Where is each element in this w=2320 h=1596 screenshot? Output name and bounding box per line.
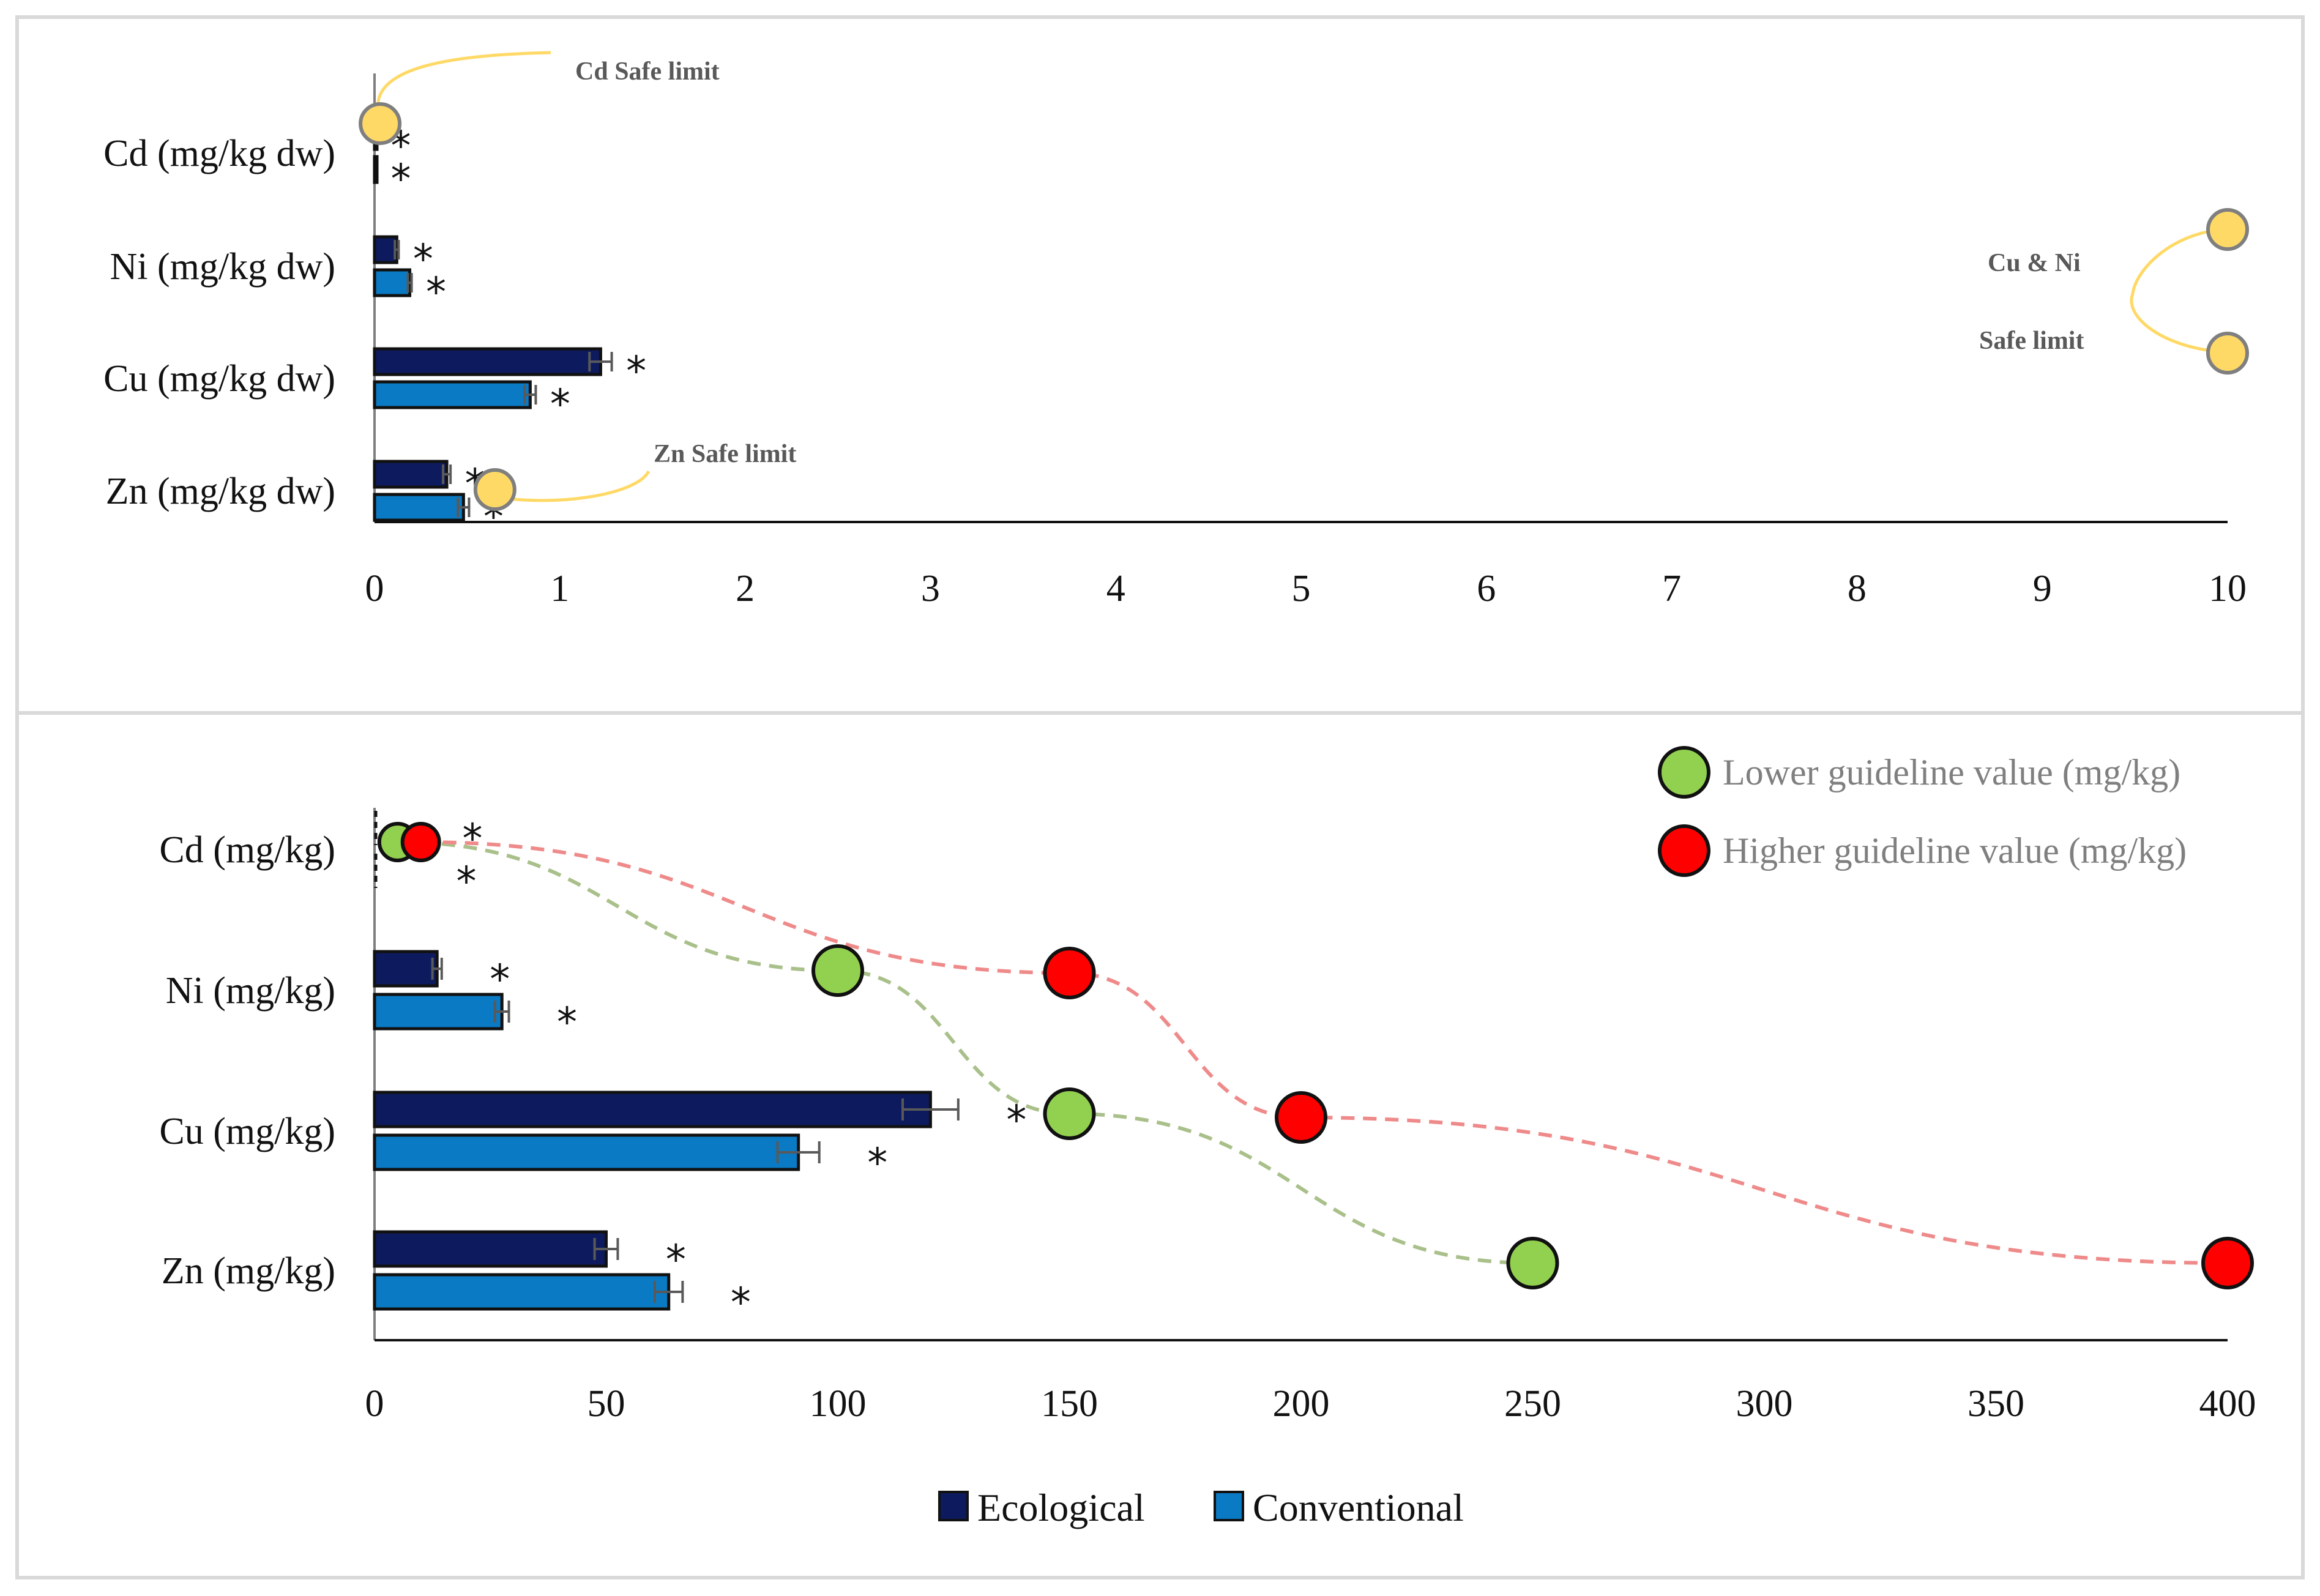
top-bar-conventional-ni xyxy=(373,268,412,297)
bottom-category-label-zn: Zn (mg/kg) xyxy=(162,1250,335,1292)
bottom-significance-conventional-zn: * xyxy=(731,1279,751,1326)
top-significance-conventional-cu: * xyxy=(550,381,570,428)
bottom-x-tick-250: 250 xyxy=(1504,1383,1561,1425)
top-bar-ecological-ni xyxy=(373,235,398,264)
bottom-bar-ecological-cu xyxy=(373,1091,932,1128)
top-x-tick-7: 7 xyxy=(1662,568,1681,610)
top-x-tick-9: 9 xyxy=(2033,568,2052,610)
bottom-significance-ecological-cu: * xyxy=(1006,1097,1026,1144)
legend-conventional-swatch xyxy=(1214,1491,1244,1521)
bottom-significance-conventional-cd: * xyxy=(457,858,477,905)
top-x-tick-3: 3 xyxy=(921,568,940,610)
bottom-significance-ecological-cd: * xyxy=(463,815,483,862)
top-x-tick-4: 4 xyxy=(1106,568,1125,610)
bottom-x-tick-300: 300 xyxy=(1736,1383,1793,1425)
top-x-tick-6: 6 xyxy=(1477,568,1496,610)
bottom-x-tick-350: 350 xyxy=(1968,1383,2024,1425)
top-bar-ecological-zn xyxy=(373,460,449,489)
top-category-label-cu: Cu (mg/kg dw) xyxy=(103,358,335,400)
higher-guideline-marker-cu xyxy=(1275,1091,1327,1144)
lower-guideline-marker-cu xyxy=(1043,1087,1096,1140)
top-x-tick-8: 8 xyxy=(1848,568,1867,610)
cd-safe-limit-curve xyxy=(376,51,551,117)
zn-safe-limit-label: Zn Safe limit xyxy=(654,440,796,468)
top-significance-conventional-ni: * xyxy=(426,269,446,316)
top-significance-conventional-cd: * xyxy=(391,155,411,203)
cu-safe-limit-marker xyxy=(2206,332,2249,375)
top-bar-ecological-cu xyxy=(373,347,602,376)
top-x-tick-5: 5 xyxy=(1292,568,1311,610)
cd-safe-limit-marker xyxy=(359,102,402,145)
ni-safe-limit-marker xyxy=(2206,208,2249,251)
lower-guideline-legend-marker xyxy=(1658,746,1710,799)
lower-guideline-curve xyxy=(397,840,1533,1265)
bottom-category-label-cd: Cd (mg/kg) xyxy=(159,829,335,871)
bottom-x-tick-400: 400 xyxy=(2199,1383,2256,1425)
legend-ecological-label: Ecological xyxy=(977,1486,1145,1529)
lower-guideline-marker-zn xyxy=(1506,1237,1559,1289)
top-x-tick-2: 2 xyxy=(736,568,755,610)
top-significance-ecological-ni: * xyxy=(413,236,433,283)
top-chart: Cd (mg/kg dw) Ni (mg/kg dw) Cu (mg/kg dw) Z… xyxy=(103,51,2249,610)
bottom-x-tick-200: 200 xyxy=(1273,1383,1330,1425)
bottom-bar-conventional-ni xyxy=(373,993,504,1031)
bottom-x-tick-150: 150 xyxy=(1041,1383,1098,1425)
legend-ecological-swatch xyxy=(938,1491,969,1521)
bottom-category-label-cu: Cu (mg/kg) xyxy=(159,1111,335,1152)
higher-guideline-marker-cd xyxy=(400,822,441,862)
bottom-chart: Cd (mg/kg) Ni (mg/kg) Cu (mg/kg) Zn (mg/kg)… xyxy=(159,746,2256,1529)
cu-ni-safe-limit-label-line2: Safe limit xyxy=(1979,327,2084,355)
cu-ni-safe-limit-curve xyxy=(2130,228,2225,354)
top-category-label-cd: Cd (mg/kg dw) xyxy=(103,133,335,174)
lower-guideline-legend-label: Lower guideline value (mg/kg) xyxy=(1723,752,2180,792)
zn-safe-limit-marker xyxy=(473,468,517,511)
bottom-significance-conventional-cu: * xyxy=(867,1139,887,1187)
bottom-bar-ecological-ni xyxy=(373,950,439,988)
top-category-label-ni: Ni (mg/kg dw) xyxy=(110,246,335,288)
bottom-x-tick-0: 0 xyxy=(365,1383,384,1425)
cu-ni-safe-limit-label-line1: Cu & Ni xyxy=(1988,249,2081,277)
higher-guideline-legend-label: Higher guideline value (mg/kg) xyxy=(1723,830,2187,871)
cd-safe-limit-label: Cd Safe limit xyxy=(575,58,720,86)
higher-guideline-legend-marker xyxy=(1658,824,1710,877)
top-x-tick-1: 1 xyxy=(550,568,569,610)
top-bar-conventional-cd xyxy=(373,155,379,184)
bottom-significance-conventional-ni: * xyxy=(557,999,577,1046)
bottom-x-tick-100: 100 xyxy=(810,1383,867,1425)
bottom-bar-conventional-zn xyxy=(373,1273,671,1311)
lower-guideline-marker-ni xyxy=(811,944,864,997)
top-bar-conventional-cu xyxy=(373,380,532,409)
higher-guideline-marker-ni xyxy=(1043,947,1096,999)
top-category-label-zn: Zn (mg/kg dw) xyxy=(106,471,335,512)
bottom-bar-ecological-zn xyxy=(373,1230,608,1268)
bottom-category-label-ni: Ni (mg/kg) xyxy=(166,970,335,1012)
top-x-tick-0: 0 xyxy=(365,568,384,610)
legend-conventional-label: Conventional xyxy=(1253,1486,1464,1529)
top-bar-conventional-zn xyxy=(373,493,465,522)
top-significance-ecological-cu: * xyxy=(626,348,646,395)
top-x-tick-10: 10 xyxy=(2209,568,2247,610)
bottom-x-tick-50: 50 xyxy=(587,1383,625,1425)
guideline-legend: Lower guideline value (mg/kg) Higher gui… xyxy=(1658,746,2187,877)
series-legend: Ecological Conventional xyxy=(938,1486,1464,1529)
higher-guideline-marker-zn xyxy=(2201,1237,2254,1289)
higher-guideline-curve xyxy=(420,840,2228,1265)
bottom-bar-conventional-cu xyxy=(373,1133,800,1171)
